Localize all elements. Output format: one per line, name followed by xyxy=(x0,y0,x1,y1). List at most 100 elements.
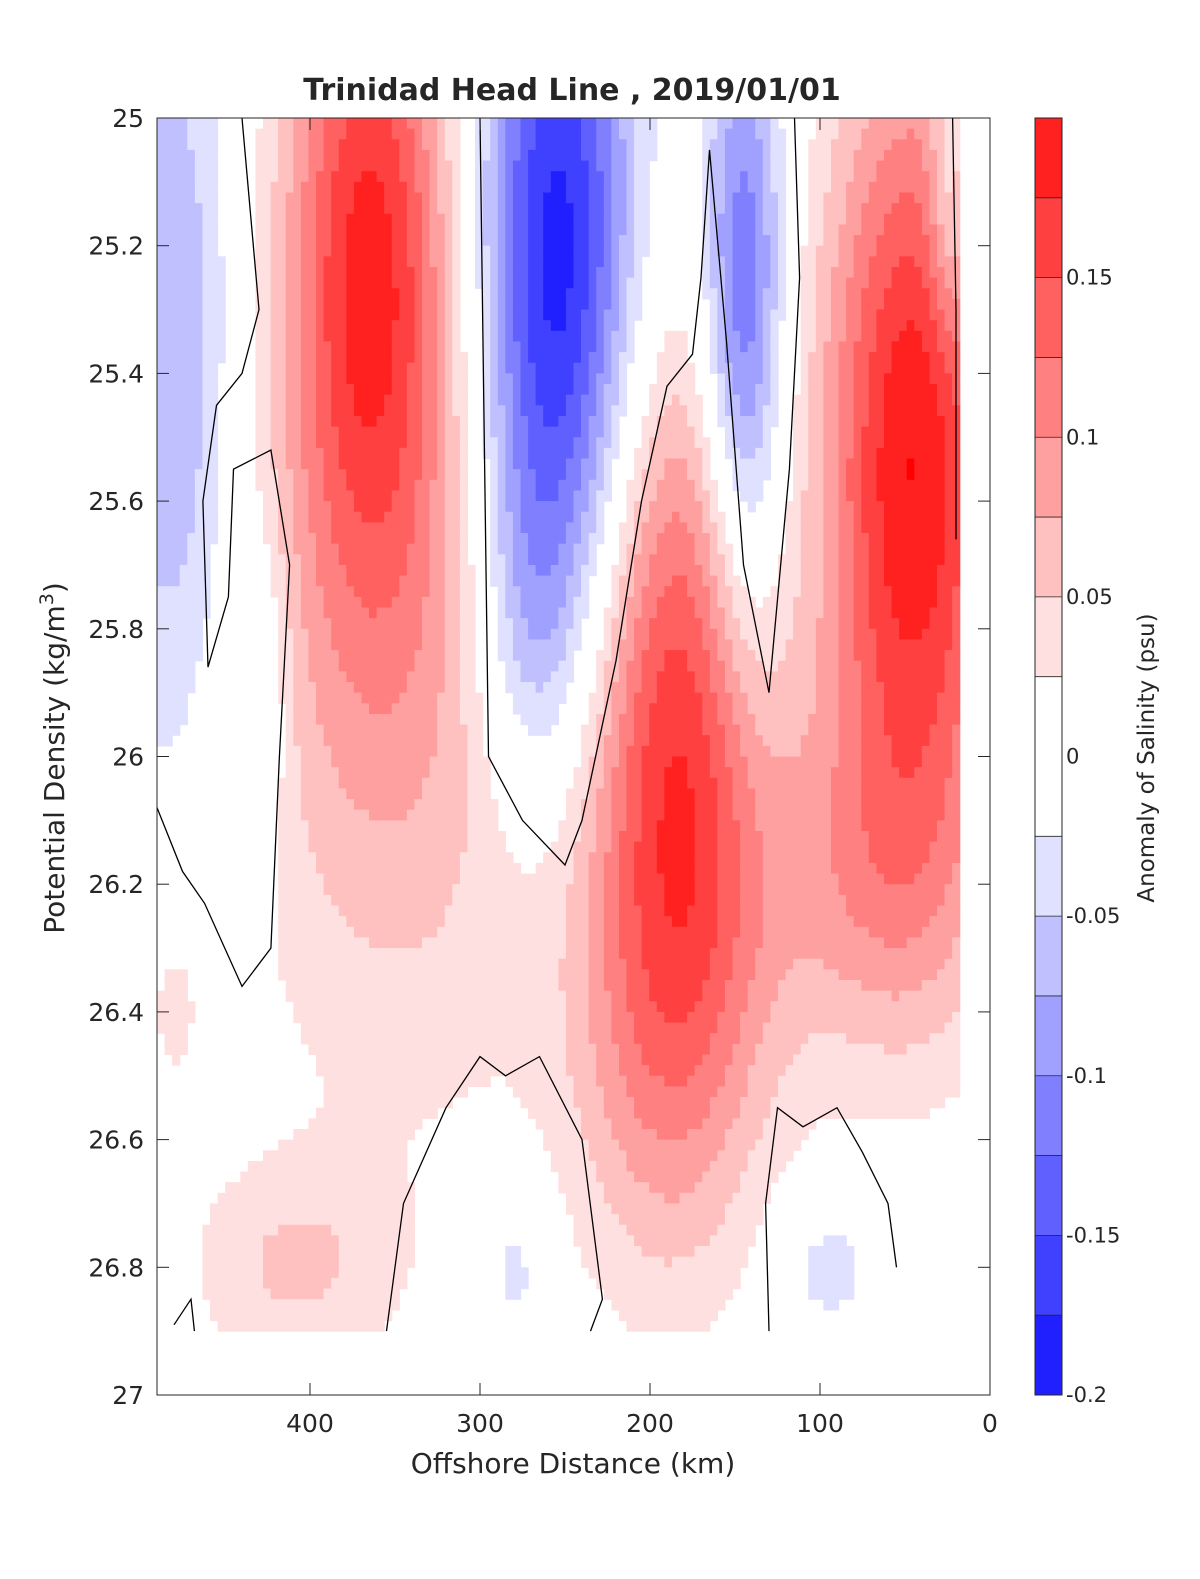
contour-cell xyxy=(581,479,590,492)
contour-cell xyxy=(505,256,514,268)
contour-cell xyxy=(634,458,650,470)
contour-cell xyxy=(929,203,938,215)
contour-cell xyxy=(338,160,400,172)
contour-cell xyxy=(634,160,650,172)
contour-cell xyxy=(270,181,294,194)
contour-cell xyxy=(505,277,514,289)
contour-cell xyxy=(573,1075,597,1087)
contour-cell xyxy=(497,235,506,247)
contour-cell xyxy=(618,118,635,130)
contour-cell xyxy=(202,415,219,428)
contour-cell xyxy=(921,862,953,875)
contour-cell xyxy=(785,522,802,534)
contour-cell xyxy=(422,628,446,641)
contour-cell xyxy=(293,469,310,481)
contour-cell xyxy=(588,788,597,800)
contour-cell xyxy=(603,607,620,619)
contour-cell xyxy=(687,767,711,779)
contour-cell xyxy=(777,288,787,300)
contour-cell xyxy=(565,288,590,300)
contour-cell xyxy=(724,990,749,1002)
contour-cell xyxy=(376,415,408,428)
contour-cell xyxy=(732,958,756,970)
contour-cell xyxy=(717,884,741,896)
contour-cell xyxy=(338,1246,416,1258)
contour-cell xyxy=(732,713,756,726)
contour-cell xyxy=(263,501,279,513)
contour-cell xyxy=(664,330,688,343)
contour-cell xyxy=(861,660,878,672)
contour-cell xyxy=(490,330,499,343)
contour-cell xyxy=(285,277,302,289)
contour-cell xyxy=(285,713,294,726)
contour-cell xyxy=(702,149,711,162)
contour-cell xyxy=(709,309,718,321)
colorbar-swatch xyxy=(1035,118,1062,198)
contour-cell xyxy=(914,320,938,332)
contour-cell xyxy=(596,735,605,747)
contour-cell xyxy=(565,1043,597,1056)
contour-cell xyxy=(270,298,287,311)
contour-cell xyxy=(740,1171,779,1183)
contour-cell xyxy=(588,958,605,970)
contour-cell xyxy=(611,235,620,247)
contour-cell xyxy=(709,1235,756,1247)
contour-cell xyxy=(671,394,681,406)
contour-cell xyxy=(952,724,961,736)
contour-cell xyxy=(588,1011,612,1024)
contour-cell xyxy=(391,245,408,257)
contour-cell xyxy=(422,618,446,630)
contour-cell xyxy=(876,171,931,183)
contour-cell xyxy=(157,575,181,587)
contour-cell xyxy=(785,639,817,651)
contour-cell xyxy=(740,1022,764,1034)
contour-cell xyxy=(808,384,824,396)
contour-cell xyxy=(717,788,734,800)
contour-cell xyxy=(883,288,931,300)
contour-cell xyxy=(573,384,590,396)
contour-cell xyxy=(300,203,317,215)
contour-cell xyxy=(543,203,575,215)
contour-cell xyxy=(444,596,461,609)
contour-cell xyxy=(762,139,771,151)
contour-cell xyxy=(391,596,423,609)
contour-cell xyxy=(732,1054,756,1066)
contour-cell xyxy=(596,1160,628,1173)
contour-cell xyxy=(641,745,711,758)
contour-cell xyxy=(936,405,961,417)
contour-cell xyxy=(482,384,491,396)
contour-cell xyxy=(353,405,385,417)
contour-cell xyxy=(944,181,953,194)
contour-cell xyxy=(157,713,188,726)
contour-cell xyxy=(406,181,416,194)
contour-cell xyxy=(157,724,181,736)
contour-cell xyxy=(187,543,211,555)
contour-field xyxy=(157,118,961,1332)
contour-cell xyxy=(838,756,862,768)
contour-cell xyxy=(641,756,673,768)
contour-cell xyxy=(709,1097,741,1109)
contour-cell xyxy=(838,607,855,619)
contour-cell xyxy=(490,384,499,396)
contour-cell xyxy=(740,830,764,843)
contour-cell xyxy=(596,149,612,162)
contour-cell xyxy=(755,650,787,662)
contour-cell xyxy=(528,235,544,247)
contour-cell xyxy=(300,586,325,598)
contour-cell xyxy=(747,703,817,715)
contour-cell xyxy=(944,533,961,545)
contour-cell xyxy=(323,149,340,162)
contour-cell xyxy=(497,362,506,374)
contour-cell xyxy=(944,671,961,683)
contour-cell xyxy=(952,586,961,598)
contour-cell xyxy=(618,533,635,545)
contour-cell xyxy=(603,1288,734,1300)
contour-cell xyxy=(459,596,476,609)
contour-cell xyxy=(770,171,787,183)
contour-cell xyxy=(634,235,650,247)
contour-cell xyxy=(596,511,605,523)
contour-cell xyxy=(838,245,855,257)
contour-cell xyxy=(641,469,665,481)
contour-cell xyxy=(278,873,325,885)
colorbar-swatch xyxy=(1035,676,1062,837)
